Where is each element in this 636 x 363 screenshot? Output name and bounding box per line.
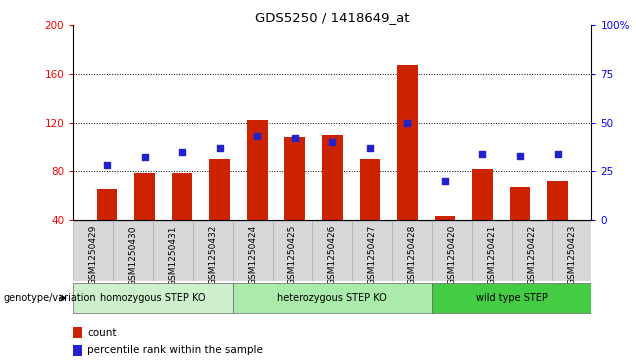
Bar [551, 221, 591, 281]
Bar [73, 345, 81, 356]
Text: GSM1250429: GSM1250429 [88, 225, 97, 285]
Bar [73, 327, 81, 338]
Bar [512, 221, 551, 281]
Point [403, 119, 413, 125]
Point [139, 155, 149, 160]
Text: GSM1250425: GSM1250425 [288, 225, 297, 285]
Text: GSM1250424: GSM1250424 [248, 225, 257, 285]
Bar [432, 283, 591, 313]
Text: heterozygous STEP KO: heterozygous STEP KO [277, 293, 387, 303]
Bar [73, 283, 233, 313]
Bar [392, 221, 432, 281]
Bar [434, 216, 455, 220]
Bar [97, 189, 118, 220]
Bar [432, 221, 472, 281]
Point [252, 133, 262, 139]
Point [177, 149, 187, 155]
Text: homozygous STEP KO: homozygous STEP KO [100, 293, 205, 303]
Bar [312, 221, 352, 281]
Text: wild type STEP: wild type STEP [476, 293, 548, 303]
Text: GSM1250426: GSM1250426 [328, 225, 337, 285]
Bar [233, 221, 272, 281]
Bar [352, 221, 392, 281]
Text: genotype/variation: genotype/variation [3, 293, 96, 303]
Point [515, 152, 525, 158]
Bar [134, 174, 155, 220]
Text: GSM1250432: GSM1250432 [208, 225, 217, 285]
Point [365, 145, 375, 151]
Bar [73, 221, 113, 281]
Bar [509, 187, 530, 220]
Bar [284, 137, 305, 220]
Bar [322, 135, 343, 220]
Text: percentile rank within the sample: percentile rank within the sample [87, 345, 263, 355]
Point [553, 151, 563, 156]
Text: GSM1250420: GSM1250420 [448, 225, 457, 285]
Text: GSM1250421: GSM1250421 [487, 225, 496, 285]
Bar [209, 159, 230, 220]
Text: GSM1250422: GSM1250422 [527, 225, 536, 285]
Text: GSM1250427: GSM1250427 [368, 225, 377, 285]
Point [289, 135, 300, 141]
Point [328, 139, 338, 145]
Text: GSM1250428: GSM1250428 [408, 225, 417, 285]
Bar [397, 65, 418, 220]
Title: GDS5250 / 1418649_at: GDS5250 / 1418649_at [255, 11, 410, 24]
Bar [247, 120, 268, 220]
Point [478, 151, 488, 156]
Bar [113, 221, 153, 281]
Point [214, 145, 225, 151]
Text: GSM1250431: GSM1250431 [169, 225, 177, 286]
Bar [359, 159, 380, 220]
Bar [472, 169, 493, 220]
Bar [172, 174, 193, 220]
Point [440, 178, 450, 184]
Point [102, 162, 112, 168]
Text: count: count [87, 328, 117, 338]
Bar [272, 221, 312, 281]
Bar [233, 283, 432, 313]
Bar [193, 221, 233, 281]
Bar [472, 221, 512, 281]
Text: GSM1250430: GSM1250430 [128, 225, 137, 286]
Bar [547, 181, 568, 220]
Text: GSM1250423: GSM1250423 [567, 225, 576, 285]
Bar [153, 221, 193, 281]
